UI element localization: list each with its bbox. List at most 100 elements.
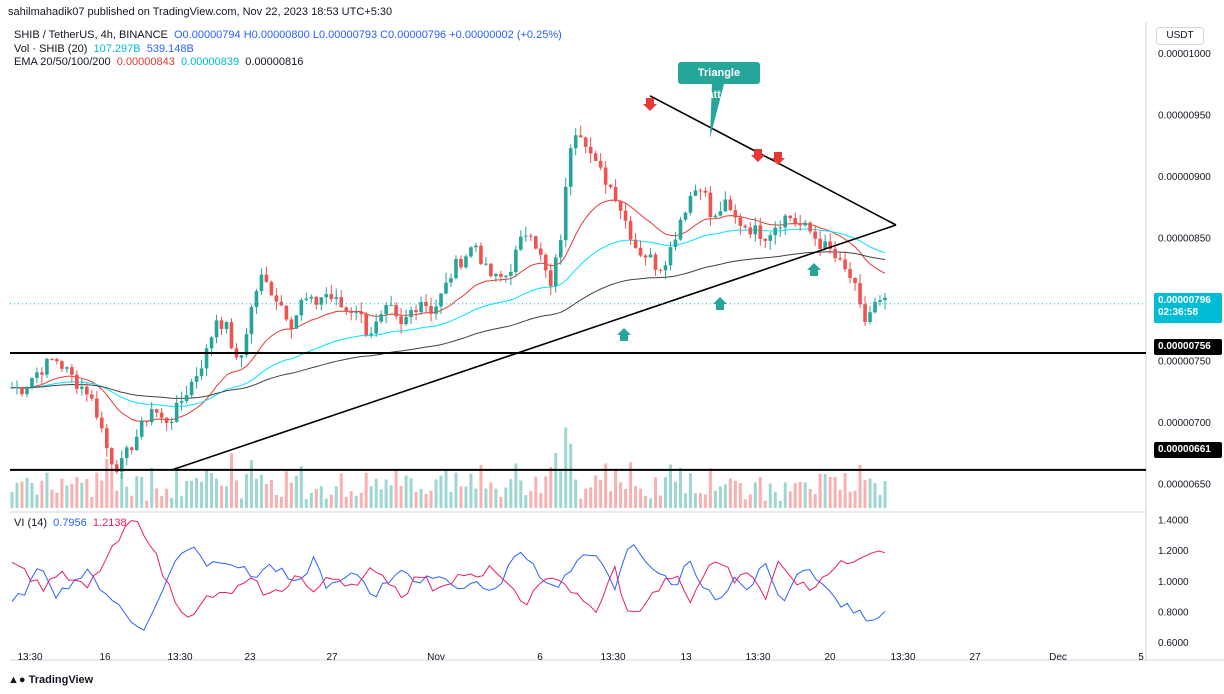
candle-body — [753, 225, 758, 235]
candle-body — [494, 273, 498, 277]
candle-body — [319, 297, 324, 305]
candle-body — [883, 297, 887, 301]
volume-bar — [718, 486, 722, 508]
candle-body — [249, 306, 254, 335]
candle-body — [439, 293, 443, 307]
volume-bar — [698, 492, 702, 508]
volume-bar — [90, 497, 94, 508]
candle-body — [828, 241, 832, 249]
ema-legend[interactable]: EMA 20/50/100/200 0.00000843 0.00000839 … — [14, 56, 303, 68]
up-arrow-icon — [713, 297, 727, 310]
candle-body — [379, 314, 383, 322]
volume-bar — [619, 482, 623, 508]
time-tick-label: Nov — [427, 652, 445, 663]
volume-bar — [254, 478, 258, 508]
price-tick-label: 0.00001000 — [1158, 49, 1211, 60]
volume-bar — [220, 485, 224, 508]
ema100-value: 0.00000816 — [245, 56, 304, 68]
volume-bar — [688, 473, 692, 508]
candle-body — [593, 153, 598, 161]
volume-bar — [519, 480, 523, 508]
volume-bar — [833, 476, 837, 508]
volume-bar — [798, 481, 802, 508]
volume-bar — [225, 486, 229, 508]
volume-bar — [15, 482, 19, 508]
candle-body — [109, 448, 114, 465]
volume-bar — [210, 473, 214, 508]
candle-body — [583, 137, 588, 147]
ema50-line — [11, 228, 886, 408]
volume-bar — [634, 486, 638, 508]
volume-bar — [484, 488, 488, 508]
candle-body — [813, 231, 817, 239]
volume-bar — [838, 489, 842, 508]
volume-bar — [464, 486, 468, 508]
volume-bar — [155, 488, 159, 508]
volume-bar — [659, 495, 663, 508]
volume-bar — [763, 500, 767, 508]
candle-body — [534, 236, 538, 249]
volume-bar — [569, 443, 573, 508]
candle-body — [384, 305, 388, 315]
candle-body — [648, 254, 653, 258]
volume-legend[interactable]: Vol · SHIB (20) 107.297B 539.148B — [14, 43, 194, 55]
volume-bar — [294, 475, 298, 508]
volume-bar — [708, 468, 712, 508]
candle-body — [608, 184, 613, 188]
candle-body — [479, 245, 483, 264]
candle-body — [673, 239, 678, 248]
currency-selector[interactable]: USDT — [1156, 27, 1204, 45]
volume-bar — [594, 475, 598, 508]
vi-tick-label: 1.2000 — [1158, 546, 1189, 557]
volume-bar — [723, 484, 727, 508]
time-tick-label: 13:30 — [167, 652, 192, 663]
candle-body — [519, 236, 523, 250]
candle-body — [563, 186, 568, 241]
candle-body — [324, 294, 329, 298]
candle-body — [568, 148, 573, 187]
volume-bar — [229, 453, 233, 508]
candle-body — [863, 304, 867, 322]
volume-bar — [574, 479, 578, 508]
candle-body — [179, 401, 184, 403]
volume-bar — [100, 480, 104, 508]
volume-bar — [544, 476, 548, 508]
volume-bar — [299, 466, 303, 508]
ema50-value: 0.00000839 — [181, 56, 240, 68]
volume-bar — [115, 490, 119, 508]
vi-legend[interactable]: VI (14) 0.7956 1.2138 — [14, 517, 127, 529]
volume-bar — [314, 488, 318, 508]
volume-bar — [434, 479, 438, 508]
volume-bar — [454, 472, 458, 508]
volume-bar — [843, 472, 847, 508]
candle-body — [139, 420, 144, 437]
volume-bar — [818, 473, 822, 508]
price-tick-label: 0.00000650 — [1158, 479, 1211, 490]
candle-body — [728, 199, 733, 211]
candle-body — [643, 255, 648, 258]
candle-body — [758, 225, 763, 239]
volume-bar — [354, 495, 358, 508]
candle-body — [783, 215, 788, 228]
volume-bar — [828, 476, 832, 508]
triangle-lower-trendline — [171, 224, 897, 471]
volume-bar — [654, 477, 658, 508]
candle-body — [124, 447, 129, 459]
candle-body — [194, 376, 199, 382]
vi-tick-label: 0.8000 — [1158, 607, 1189, 618]
tradingview-icon: ▲● — [8, 674, 29, 686]
countdown: 02:36:58 — [1158, 307, 1199, 318]
candle-body — [718, 211, 723, 216]
candle-body — [628, 220, 633, 240]
volume-bar — [85, 478, 89, 508]
volume-bar — [693, 493, 697, 508]
symbol-name: SHIB / TetherUS, 4h, BINANCE — [14, 29, 168, 41]
volume-bar — [424, 493, 428, 508]
candle-body — [843, 259, 847, 270]
volume-bar — [554, 453, 558, 508]
vi-tick-label: 0.6000 — [1158, 638, 1189, 649]
time-tick-label: 16 — [99, 652, 111, 663]
ema100-line — [12, 251, 886, 399]
candle-body — [75, 374, 79, 389]
